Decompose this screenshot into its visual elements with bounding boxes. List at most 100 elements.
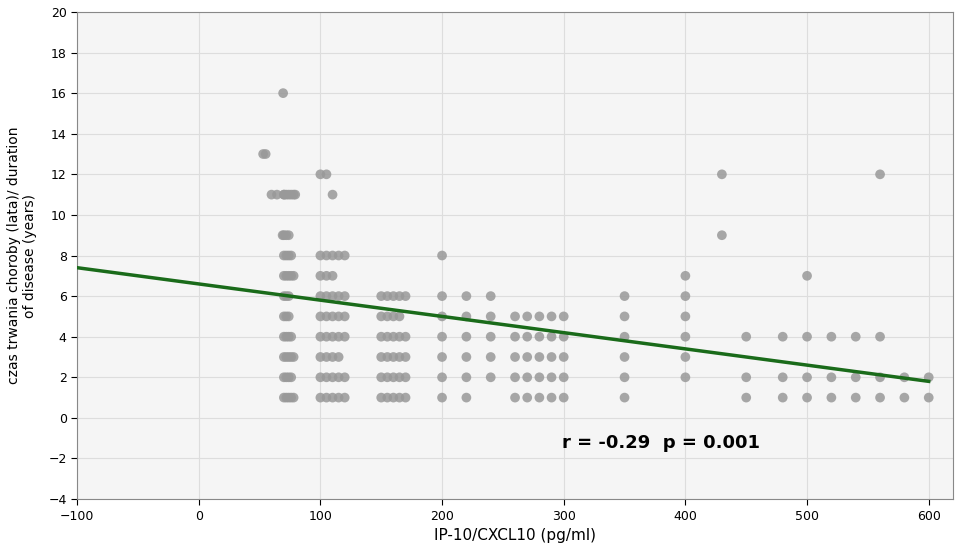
- Point: [678, 353, 693, 361]
- X-axis label: IP-10/CXCL10 (pg/ml): IP-10/CXCL10 (pg/ml): [434, 528, 596, 543]
- Point: [313, 292, 328, 300]
- Point: [519, 332, 535, 341]
- Point: [386, 312, 401, 321]
- Point: [281, 332, 297, 341]
- Point: [288, 190, 303, 199]
- Point: [337, 393, 352, 402]
- Point: [678, 332, 693, 341]
- Point: [848, 373, 863, 382]
- Point: [532, 332, 547, 341]
- Point: [319, 353, 334, 361]
- Point: [459, 332, 474, 341]
- Point: [386, 353, 401, 361]
- Point: [313, 251, 328, 260]
- Point: [508, 353, 523, 361]
- Point: [278, 393, 294, 402]
- Point: [714, 231, 730, 240]
- Point: [556, 332, 571, 341]
- Point: [532, 373, 547, 382]
- Point: [617, 393, 633, 402]
- Point: [278, 312, 294, 321]
- Point: [313, 332, 328, 341]
- Point: [848, 393, 863, 402]
- Point: [324, 271, 340, 280]
- Point: [283, 393, 299, 402]
- Point: [276, 251, 292, 260]
- Point: [313, 373, 328, 382]
- Point: [508, 373, 523, 382]
- Point: [276, 312, 292, 321]
- Point: [276, 292, 292, 300]
- Point: [281, 251, 297, 260]
- Point: [286, 271, 301, 280]
- Point: [386, 373, 401, 382]
- Point: [556, 373, 571, 382]
- Point: [434, 373, 449, 382]
- Point: [319, 271, 334, 280]
- Point: [331, 393, 347, 402]
- Point: [459, 393, 474, 402]
- Point: [281, 190, 297, 199]
- Point: [275, 231, 290, 240]
- Point: [386, 292, 401, 300]
- Point: [258, 150, 274, 158]
- Point: [617, 332, 633, 341]
- Point: [276, 393, 292, 402]
- Point: [373, 312, 389, 321]
- Point: [281, 393, 297, 402]
- Point: [324, 190, 340, 199]
- Point: [337, 373, 352, 382]
- Point: [397, 393, 413, 402]
- Point: [255, 150, 271, 158]
- Point: [373, 393, 389, 402]
- Point: [373, 332, 389, 341]
- Point: [331, 353, 347, 361]
- Point: [873, 373, 888, 382]
- Point: [324, 292, 340, 300]
- Point: [386, 393, 401, 402]
- Point: [379, 393, 395, 402]
- Point: [337, 332, 352, 341]
- Point: [434, 393, 449, 402]
- Point: [278, 373, 294, 382]
- Point: [508, 393, 523, 402]
- Point: [775, 393, 790, 402]
- Point: [824, 393, 839, 402]
- Point: [508, 332, 523, 341]
- Point: [544, 373, 560, 382]
- Point: [397, 332, 413, 341]
- Point: [276, 353, 292, 361]
- Point: [544, 332, 560, 341]
- Point: [397, 353, 413, 361]
- Point: [519, 312, 535, 321]
- Point: [459, 292, 474, 300]
- Point: [873, 393, 888, 402]
- Point: [897, 373, 912, 382]
- Point: [276, 190, 292, 199]
- Point: [324, 353, 340, 361]
- Point: [281, 373, 297, 382]
- Point: [373, 292, 389, 300]
- Point: [319, 332, 334, 341]
- Point: [824, 332, 839, 341]
- Point: [392, 312, 407, 321]
- Point: [678, 373, 693, 382]
- Point: [532, 312, 547, 321]
- Point: [921, 373, 936, 382]
- Point: [283, 271, 299, 280]
- Y-axis label: czas trwania choroby (lata)/ duration
of disease (years): czas trwania choroby (lata)/ duration of…: [7, 126, 37, 384]
- Point: [281, 231, 297, 240]
- Point: [373, 353, 389, 361]
- Point: [319, 393, 334, 402]
- Point: [337, 292, 352, 300]
- Point: [397, 292, 413, 300]
- Text: r = -0.29  p = 0.001: r = -0.29 p = 0.001: [562, 434, 760, 452]
- Point: [331, 292, 347, 300]
- Point: [434, 353, 449, 361]
- Point: [379, 312, 395, 321]
- Point: [319, 312, 334, 321]
- Point: [508, 312, 523, 321]
- Point: [897, 393, 912, 402]
- Point: [264, 190, 279, 199]
- Point: [397, 373, 413, 382]
